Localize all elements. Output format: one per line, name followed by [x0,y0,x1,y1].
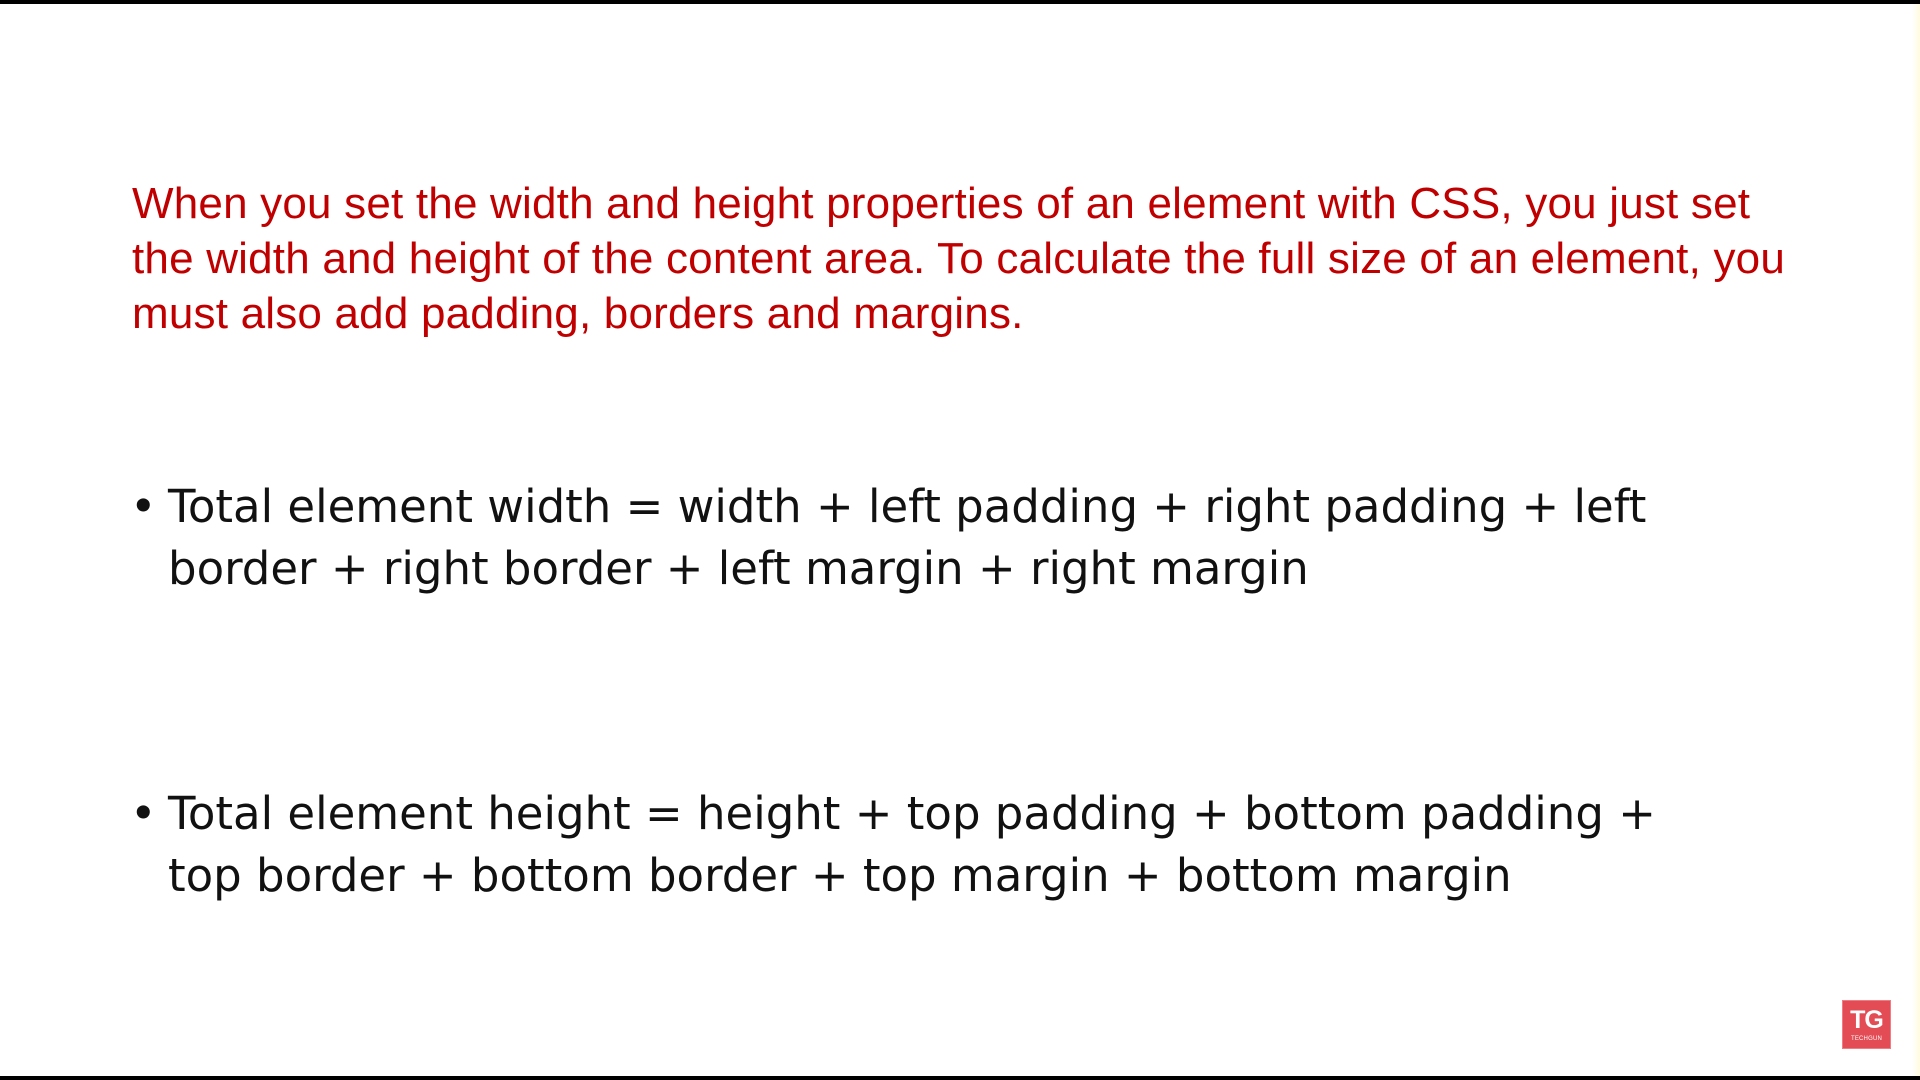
bullet-text-width: Total element width = width + left paddi… [168,480,1647,595]
bullet-text-height: Total element height = height + top padd… [168,787,1656,902]
bullet-item-width: • Total element width = width + left pad… [130,476,1750,600]
logo-subtext: TECHGUN [1850,1036,1883,1042]
bullet-dot-icon: • [130,787,157,840]
right-edge-strip [1912,4,1920,1076]
intro-paragraph: When you set the width and height proper… [132,179,1785,338]
slide-canvas: When you set the width and height proper… [0,4,1920,1076]
bullet-list: • Total element width = width + left pad… [0,4,1920,1076]
bullet-dot-icon: • [130,480,157,533]
bullet-item-height: • Total element height = height + top pa… [130,783,1750,907]
logo-mark: TG [1850,1006,1884,1034]
techgun-logo: TG TECHGUN [1842,1000,1891,1049]
